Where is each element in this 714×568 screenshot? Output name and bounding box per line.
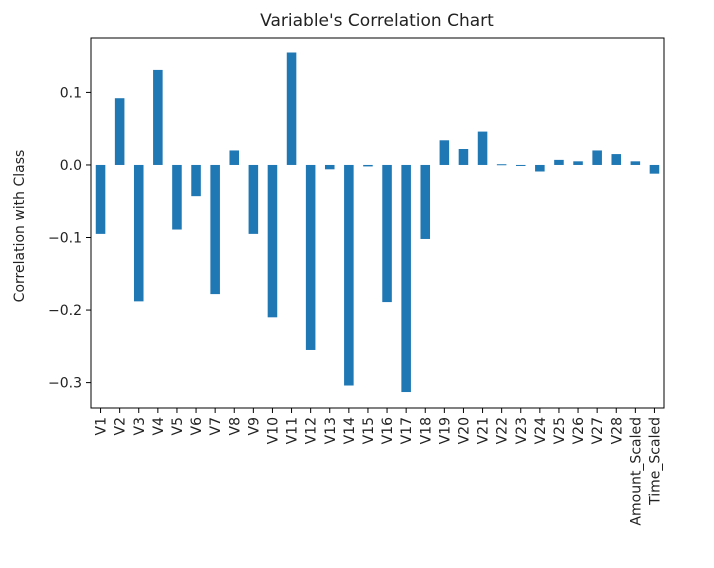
bar-v4 bbox=[153, 69, 163, 165]
chart-title: Variable's Correlation Chart bbox=[260, 11, 494, 31]
y-axis-label: Correlation with Class bbox=[12, 150, 28, 303]
x-tick-label: V14 bbox=[342, 417, 358, 444]
x-tick-label: V25 bbox=[552, 417, 568, 444]
bar-v28 bbox=[611, 154, 622, 165]
bar-v1 bbox=[95, 164, 106, 234]
x-tick-label: V3 bbox=[132, 417, 148, 435]
x-tick-label: V1 bbox=[94, 417, 110, 435]
x-tick-label: V27 bbox=[590, 417, 606, 444]
y-tick-label: −0.1 bbox=[48, 231, 82, 247]
x-tick-label: V5 bbox=[170, 417, 186, 435]
bar-v24 bbox=[535, 164, 545, 172]
bar-v13 bbox=[324, 164, 335, 170]
bar-time-scaled bbox=[649, 164, 660, 174]
x-tick-label: V26 bbox=[571, 417, 587, 444]
bar-v15 bbox=[363, 164, 373, 167]
x-tick-label: V20 bbox=[456, 417, 472, 444]
x-axis-ticks: V1 V2 V3 V4 V5 V6 V7 V8 V9 V10 V11 V12 V13 V14 V15 V16 V… bbox=[94, 408, 663, 526]
x-tick-label: V9 bbox=[246, 417, 262, 435]
x-tick-label: V28 bbox=[609, 417, 625, 444]
x-tick-label: Time_Scaled bbox=[647, 417, 663, 506]
bar-v22 bbox=[496, 164, 507, 166]
bar-v23 bbox=[515, 164, 526, 166]
x-tick-label: V22 bbox=[495, 417, 511, 444]
bar-v21 bbox=[477, 131, 488, 165]
bar-amount-scaled bbox=[630, 161, 641, 165]
bar-v20 bbox=[458, 149, 469, 165]
bar-v16 bbox=[382, 164, 392, 303]
y-tick-label: −0.2 bbox=[48, 303, 82, 319]
x-tick-label: V19 bbox=[437, 417, 453, 444]
bar-v7 bbox=[210, 164, 220, 295]
x-tick-label: V15 bbox=[361, 417, 377, 444]
x-tick-label: V10 bbox=[265, 417, 281, 444]
x-tick-label: V11 bbox=[285, 417, 301, 444]
bar-v19 bbox=[439, 140, 450, 165]
bar-v25 bbox=[554, 159, 564, 165]
plot-frame bbox=[90, 37, 665, 409]
bar-v9 bbox=[248, 164, 259, 234]
x-tick-label: V12 bbox=[304, 417, 320, 444]
x-tick-label: V7 bbox=[208, 417, 224, 435]
x-tick-label: Amount_Scaled bbox=[628, 417, 644, 526]
bar-v2 bbox=[114, 98, 125, 165]
x-tick-label: V6 bbox=[189, 417, 205, 436]
x-tick-label: V8 bbox=[227, 417, 243, 435]
y-tick-label: −0.3 bbox=[48, 376, 82, 392]
x-tick-label: V24 bbox=[533, 417, 549, 444]
bar-v10 bbox=[267, 164, 278, 318]
bar-v8 bbox=[229, 150, 240, 165]
y-tick-label: 0.0 bbox=[60, 158, 82, 174]
x-tick-label: V18 bbox=[418, 417, 434, 444]
bar-v18 bbox=[420, 164, 431, 239]
x-tick-label: V2 bbox=[113, 417, 129, 435]
bar-v14 bbox=[344, 164, 354, 386]
bar-v12 bbox=[305, 164, 316, 350]
bar-v6 bbox=[191, 164, 201, 197]
bar-v26 bbox=[573, 161, 583, 165]
bars bbox=[95, 52, 660, 393]
x-tick-label: V4 bbox=[151, 417, 167, 436]
bar-v5 bbox=[172, 164, 182, 230]
x-tick-label: V17 bbox=[399, 417, 415, 444]
x-tick-label: V21 bbox=[476, 417, 492, 444]
y-tick-label: 0.1 bbox=[60, 85, 82, 101]
y-axis-ticks: −0.3 −0.2 −0.1 0.0 0.1 bbox=[48, 85, 91, 392]
bar-v17 bbox=[401, 164, 411, 393]
bar-v3 bbox=[133, 164, 144, 302]
x-tick-label: V16 bbox=[380, 417, 396, 444]
x-tick-label: V23 bbox=[514, 417, 530, 444]
x-tick-label: V13 bbox=[323, 417, 339, 444]
bar-v27 bbox=[592, 150, 602, 165]
bar-v11 bbox=[286, 52, 297, 165]
